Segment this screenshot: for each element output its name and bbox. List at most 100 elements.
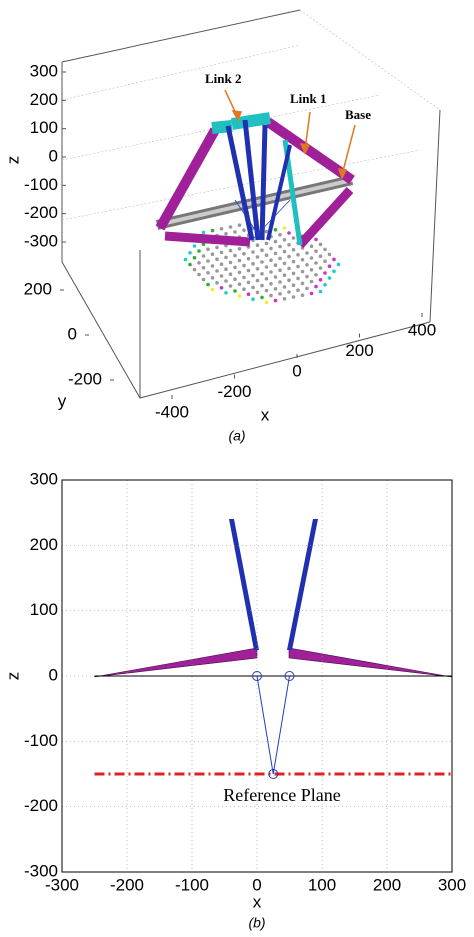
point [273,251,278,256]
point [332,257,336,262]
point [327,252,332,257]
x-tick-label: 400 [408,320,436,339]
point [210,287,215,292]
y-tick-label: -200 [68,369,102,388]
point [201,230,206,235]
point [251,262,255,266]
point [300,269,305,274]
point [206,247,210,251]
x-tick-label: -400 [155,402,189,421]
point [269,270,273,274]
point [264,277,269,281]
point [197,249,201,253]
point [314,284,318,289]
point [323,259,327,264]
point [210,228,215,233]
point [242,228,246,232]
point [282,285,287,289]
point [278,233,282,237]
point [291,236,296,240]
point [224,232,228,236]
point [237,258,242,263]
point [269,246,273,251]
point [318,266,323,270]
point [251,297,255,302]
point [192,255,197,260]
point [197,261,201,265]
point [228,225,233,229]
point [215,245,219,250]
point [228,284,233,288]
point [287,278,291,283]
point [300,258,305,262]
annotation: Link 1 [290,91,327,106]
y-tick-label: 300 [30,469,58,488]
point [278,280,282,284]
point [273,263,278,268]
y-tick-label: 200 [24,279,52,298]
point [273,239,278,244]
point [318,254,323,258]
point [255,255,260,259]
point [255,278,260,283]
point [291,295,296,299]
point [314,273,318,277]
point [219,286,224,290]
point [278,244,282,249]
point [192,244,197,248]
marker [268,769,279,779]
point [233,277,237,282]
point [183,257,188,262]
point [291,248,296,252]
y-tick-label: 200 [30,535,58,554]
annotation: Link 2 [205,71,242,86]
point [264,300,269,305]
point [260,272,264,276]
point [291,259,296,264]
point [228,260,233,265]
point [314,237,318,242]
point [192,267,197,272]
point [332,269,336,274]
point [336,262,341,267]
y-tick-label: 0 [68,324,77,343]
mechanism-2d [93,519,453,678]
y-tick-label: 0 [49,665,58,684]
point [264,288,269,293]
point [206,282,210,287]
point [237,247,242,251]
x-tick-label: -300 [45,875,79,894]
point [246,268,251,273]
z-tick-label: 300 [30,61,58,80]
x-tick-label: 300 [438,875,466,894]
point [309,279,314,284]
point [260,295,264,300]
point [296,264,300,269]
point [269,293,273,298]
point [233,253,237,258]
point [251,250,255,254]
point [264,241,269,246]
point [246,257,251,261]
point [314,249,318,253]
point [188,262,192,267]
point [287,290,291,294]
z-tick-label: -100 [24,175,58,194]
point [260,260,264,264]
point [318,242,323,247]
point [273,298,278,303]
series-line [256,675,290,775]
x-tick-label: -200 [110,875,144,894]
point [305,263,309,267]
point [260,283,264,288]
y-tick-label: -300 [24,861,58,880]
point [305,286,309,291]
point [273,275,278,279]
point [201,242,206,246]
point [260,248,264,252]
point [219,274,224,278]
point [287,231,291,235]
point [282,238,287,242]
point [287,254,291,259]
point [287,243,291,247]
